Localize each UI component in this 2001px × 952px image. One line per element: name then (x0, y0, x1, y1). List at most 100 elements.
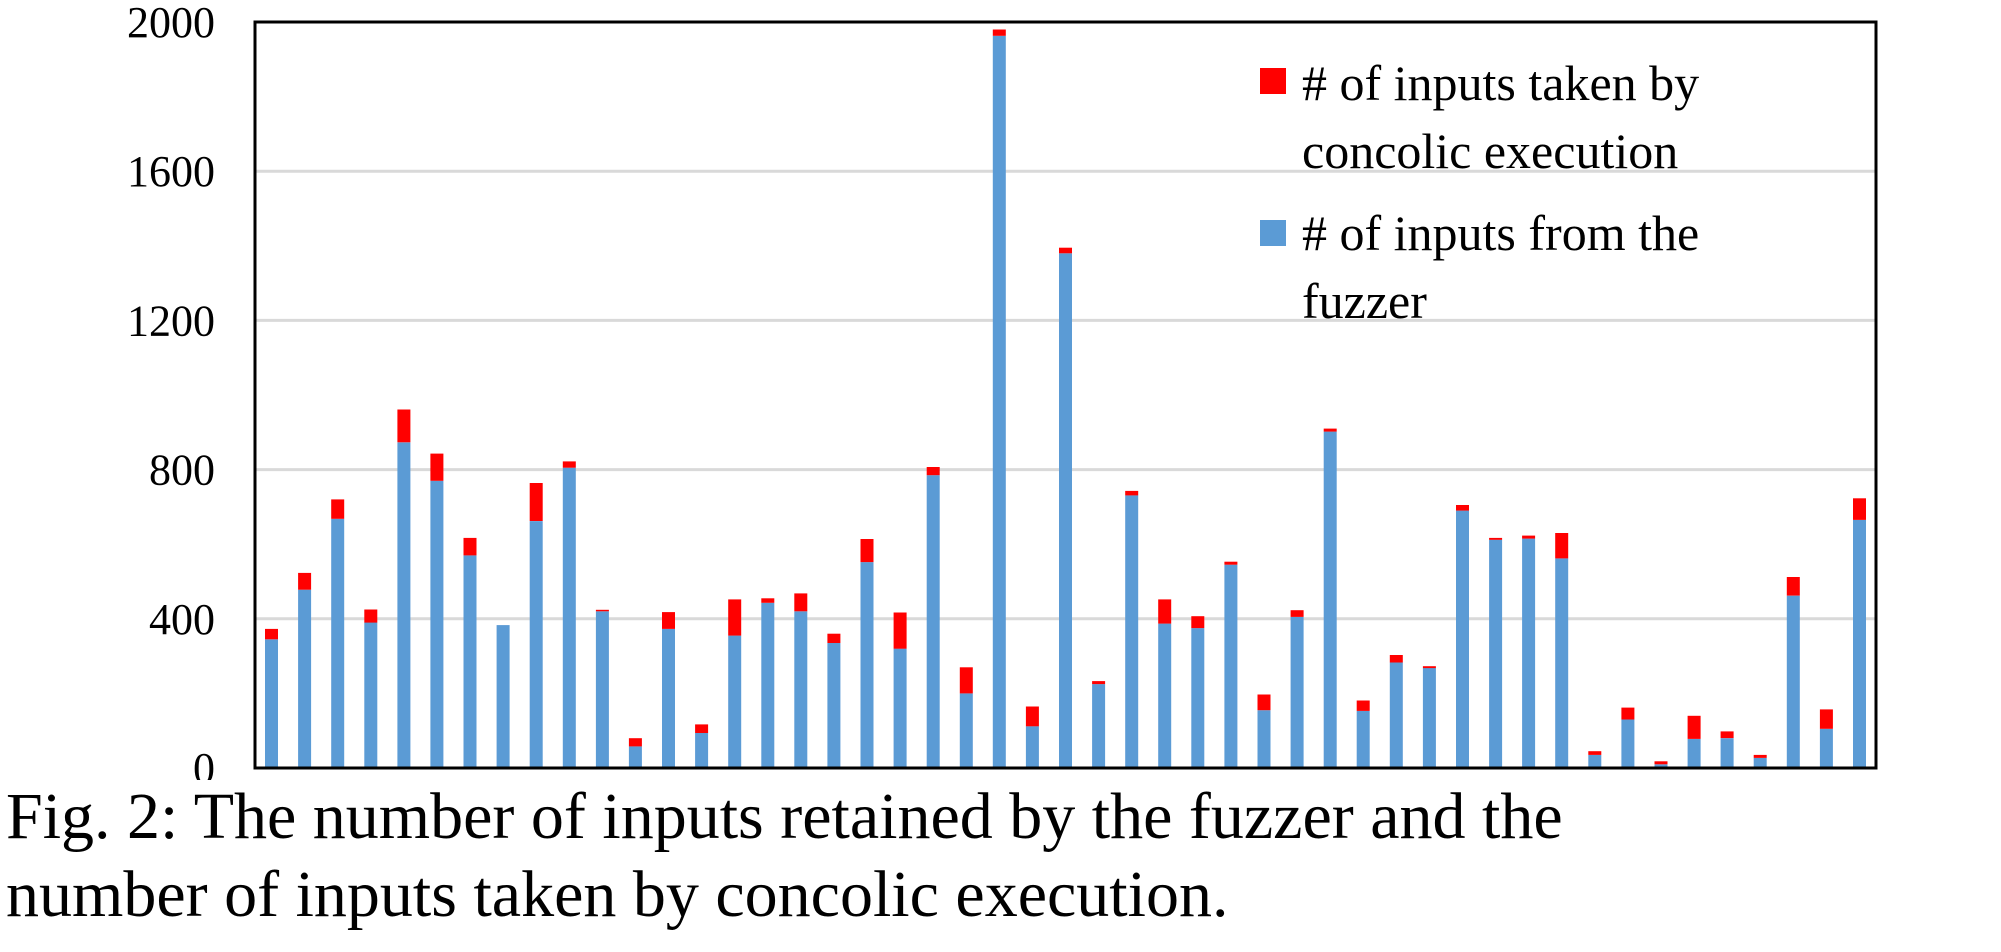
bar-fuzzer-8 (496, 625, 510, 768)
bars (265, 29, 1866, 769)
bar-fuzzer-36 (1422, 668, 1436, 768)
bar-fuzzer-39 (1522, 538, 1536, 768)
bar-fuzzer-33 (1323, 431, 1337, 768)
bar-fuzzer-7 (463, 555, 477, 768)
bar-concolic-48 (1819, 709, 1833, 729)
bar-concolic-46 (1753, 754, 1767, 758)
figure-caption: Fig. 2: The number of inputs retained by… (6, 778, 1996, 934)
bar-concolic-5 (397, 409, 411, 443)
bar-fuzzer-6 (430, 480, 444, 768)
bar-concolic-35 (1389, 655, 1403, 663)
y-tick-label: 400 (149, 595, 215, 644)
bar-concolic-17 (794, 593, 808, 612)
bar-fuzzer-37 (1456, 510, 1469, 768)
bar-fuzzer-35 (1389, 662, 1403, 768)
bar-concolic-21 (926, 467, 940, 476)
bar-concolic-10 (562, 461, 576, 468)
legend-label-concolic-line1: # of inputs taken by (1302, 55, 1699, 111)
y-tick-label: 800 (149, 446, 215, 495)
bar-fuzzer-9 (529, 521, 543, 768)
bar-concolic-2 (298, 572, 312, 590)
bar-fuzzer-4 (364, 622, 378, 768)
bar-concolic-22 (959, 667, 973, 694)
bar-concolic-27 (1125, 490, 1139, 496)
stacked-bar-chart: 0 400 800 1200 1600 2000 # of inputs taken by… (127, 0, 1878, 780)
bar-concolic-18 (827, 633, 841, 643)
bar-concolic-41 (1588, 751, 1602, 755)
bar-fuzzer-14 (695, 732, 709, 768)
legend-swatch-concolic (1260, 68, 1286, 94)
bar-fuzzer-18 (827, 643, 841, 768)
y-tick-label: 1200 (127, 296, 215, 345)
bar-concolic-43 (1654, 761, 1668, 765)
bar-fuzzer-29 (1191, 628, 1205, 768)
bar-concolic-42 (1621, 707, 1635, 720)
bar-concolic-16 (761, 598, 775, 603)
y-axis-ticks: 0 400 800 1200 1600 2000 (127, 0, 215, 780)
bar-concolic-11 (595, 609, 609, 612)
bar-fuzzer-10 (562, 467, 576, 768)
bar-concolic-20 (893, 612, 907, 649)
bar-fuzzer-5 (397, 442, 411, 768)
bar-concolic-19 (860, 539, 874, 563)
bar-concolic-23 (992, 29, 1006, 36)
bar-concolic-39 (1522, 535, 1536, 539)
bar-concolic-32 (1290, 610, 1304, 617)
bar-fuzzer-40 (1555, 558, 1569, 768)
y-tick-label: 0 (193, 744, 215, 780)
legend-label-fuzzer-line1: # of inputs from the (1302, 205, 1699, 261)
bar-fuzzer-12 (628, 746, 642, 768)
bar-fuzzer-31 (1257, 710, 1271, 768)
bar-fuzzer-20 (893, 648, 907, 768)
bar-fuzzer-19 (860, 562, 874, 768)
bar-fuzzer-2 (298, 589, 312, 768)
bar-fuzzer-41 (1588, 754, 1602, 768)
caption-line-2: number of inputs taken by concolic execu… (6, 858, 1229, 931)
bar-concolic-36 (1422, 666, 1436, 669)
bar-fuzzer-3 (331, 518, 345, 768)
legend-label-fuzzer-line2: fuzzer (1302, 273, 1427, 329)
bar-concolic-47 (1786, 577, 1800, 596)
bar-fuzzer-32 (1290, 616, 1304, 768)
bar-fuzzer-45 (1720, 738, 1734, 768)
bar-concolic-24 (1025, 706, 1039, 727)
bar-fuzzer-24 (1025, 726, 1039, 768)
bar-concolic-49 (1853, 498, 1866, 520)
bar-fuzzer-46 (1753, 757, 1767, 768)
bar-concolic-34 (1356, 700, 1370, 711)
bar-fuzzer-48 (1819, 728, 1833, 768)
y-tick-label: 1600 (127, 147, 215, 196)
bar-fuzzer-11 (595, 611, 609, 768)
bar-fuzzer-30 (1224, 564, 1238, 768)
bar-fuzzer-26 (1092, 684, 1106, 768)
bar-fuzzer-43 (1654, 764, 1668, 768)
bar-concolic-29 (1191, 616, 1205, 629)
bar-fuzzer-42 (1621, 719, 1635, 768)
bar-fuzzer-44 (1687, 738, 1701, 768)
bar-concolic-25 (1059, 247, 1072, 254)
bar-fuzzer-25 (1059, 253, 1072, 769)
bar-concolic-33 (1323, 428, 1337, 432)
bar-fuzzer-15 (728, 635, 742, 768)
bar-fuzzer-28 (1158, 623, 1172, 768)
bar-concolic-15 (728, 599, 742, 636)
bar-concolic-44 (1687, 715, 1701, 739)
bar-fuzzer-38 (1489, 539, 1503, 768)
bar-concolic-6 (430, 453, 444, 481)
bar-concolic-28 (1158, 599, 1172, 624)
bar-concolic-4 (364, 609, 378, 623)
bar-concolic-31 (1257, 694, 1271, 711)
legend-label-concolic-line2: concolic execution (1302, 123, 1678, 179)
bar-fuzzer-27 (1125, 495, 1139, 768)
bar-fuzzer-17 (794, 611, 808, 768)
legend: # of inputs taken by concolic execution … (1260, 55, 1699, 329)
bar-concolic-13 (662, 612, 675, 629)
bar-concolic-9 (529, 483, 543, 521)
legend-swatch-fuzzer (1260, 220, 1286, 246)
bar-concolic-30 (1224, 561, 1238, 565)
bar-fuzzer-23 (992, 35, 1006, 769)
bar-fuzzer-21 (926, 475, 940, 768)
bar-fuzzer-47 (1786, 595, 1800, 768)
bar-fuzzer-22 (959, 693, 973, 768)
